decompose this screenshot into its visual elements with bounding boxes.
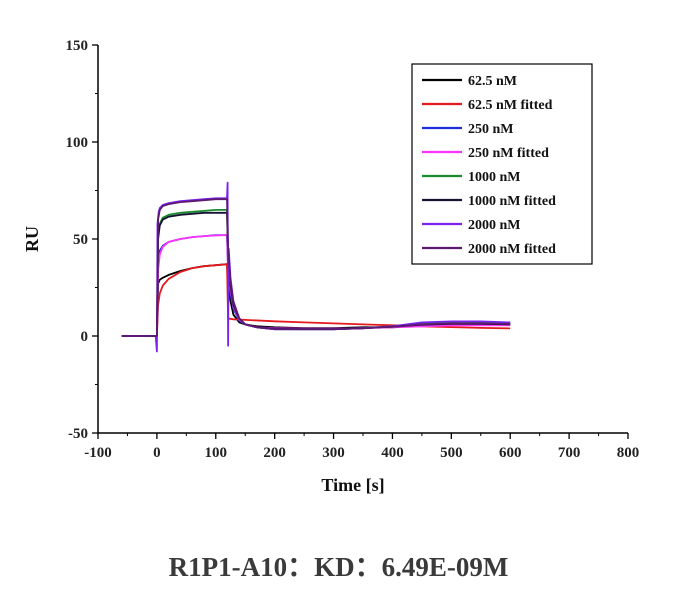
y-tick-label: 0 xyxy=(81,329,89,345)
x-tick-label: 500 xyxy=(440,445,463,461)
sensorgram-chart: -100 0 100 200 300 400 500 600 700 800 -50 0 50 100 15… xyxy=(22,38,640,495)
legend-entry: 2000 nM fitted xyxy=(468,242,556,257)
x-tick-label: 400 xyxy=(381,445,404,461)
legend-entry: 1000 nM fitted xyxy=(468,194,556,209)
legend-entry: 1000 nM xyxy=(468,170,521,185)
y-tick-label: -50 xyxy=(68,426,88,442)
x-tick-label: 0 xyxy=(153,445,161,461)
x-axis-label: Time [s] xyxy=(321,475,384,495)
x-tick-label: 800 xyxy=(617,445,640,461)
x-tick-label: 200 xyxy=(263,445,286,461)
legend-box xyxy=(411,63,593,265)
x-tick-label: -100 xyxy=(84,445,112,461)
y-tick-label: 100 xyxy=(66,135,89,151)
x-tick-label: 300 xyxy=(322,445,345,461)
series-line-7 xyxy=(121,198,511,337)
plot-lines xyxy=(121,181,511,353)
x-tick-label: 100 xyxy=(205,445,228,461)
legend-entry: 250 nM fitted xyxy=(468,146,549,161)
legend-entry: 62.5 nM xyxy=(468,74,517,89)
legend-entry: 250 nM xyxy=(468,122,514,137)
legend-entry: 2000 nM xyxy=(468,218,521,233)
y-tick-label: 50 xyxy=(73,232,88,248)
legend-entry: 62.5 nM fitted xyxy=(468,98,553,113)
x-tick-label: 700 xyxy=(558,445,581,461)
kd-caption: R1P1-A10：KD：6.49E-09M xyxy=(168,552,509,582)
y-tick-label: 150 xyxy=(66,38,89,54)
axes: -100 0 100 200 300 400 500 600 700 800 -50 0 50 100 15… xyxy=(66,38,640,461)
x-tick-label: 600 xyxy=(499,445,522,461)
legend: 62.5 nM 62.5 nM fitted 250 nM 250 nM fitted… xyxy=(411,63,593,265)
y-axis-label: RU xyxy=(22,226,42,252)
